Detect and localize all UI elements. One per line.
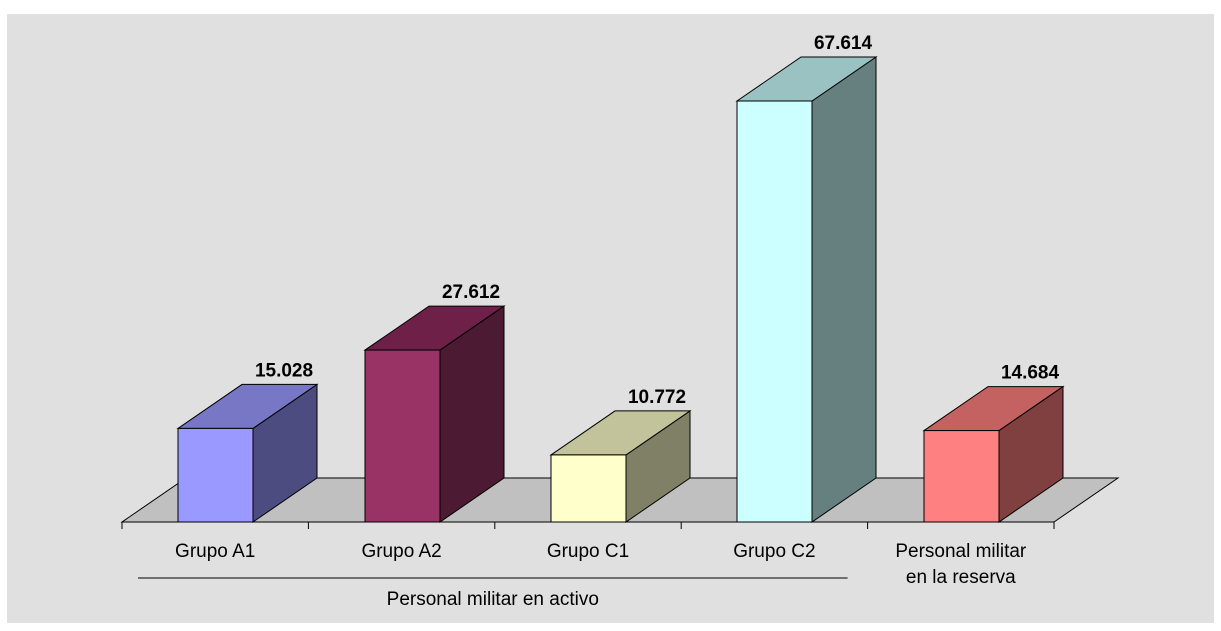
bar-front <box>550 454 627 523</box>
group-label: Personal militar en activo <box>387 589 599 610</box>
bar <box>922 385 1065 523</box>
bar-front <box>923 430 1000 523</box>
x-tick-label: Personal militar <box>895 541 1027 562</box>
x-tick-label: en la reserva <box>906 567 1016 588</box>
data-label: 27.612 <box>442 282 500 303</box>
bar <box>549 409 692 523</box>
bar <box>176 383 319 523</box>
data-label: 14.684 <box>1001 363 1060 384</box>
x-tick-label: Grupo C1 <box>547 541 629 562</box>
data-label: 15.028 <box>255 360 313 381</box>
bar-front <box>364 349 441 523</box>
x-tick-label: Grupo A1 <box>175 541 255 562</box>
data-label: 67.614 <box>814 33 873 54</box>
bar-front <box>736 100 813 523</box>
data-label: 10.772 <box>628 387 686 408</box>
bar-side <box>811 56 877 523</box>
chart-background <box>7 14 1214 623</box>
bar <box>735 56 878 523</box>
x-tick-label: Grupo C2 <box>733 541 815 562</box>
x-tick-label: Grupo A2 <box>361 541 441 562</box>
bar <box>363 305 506 523</box>
bar-front <box>177 427 254 523</box>
